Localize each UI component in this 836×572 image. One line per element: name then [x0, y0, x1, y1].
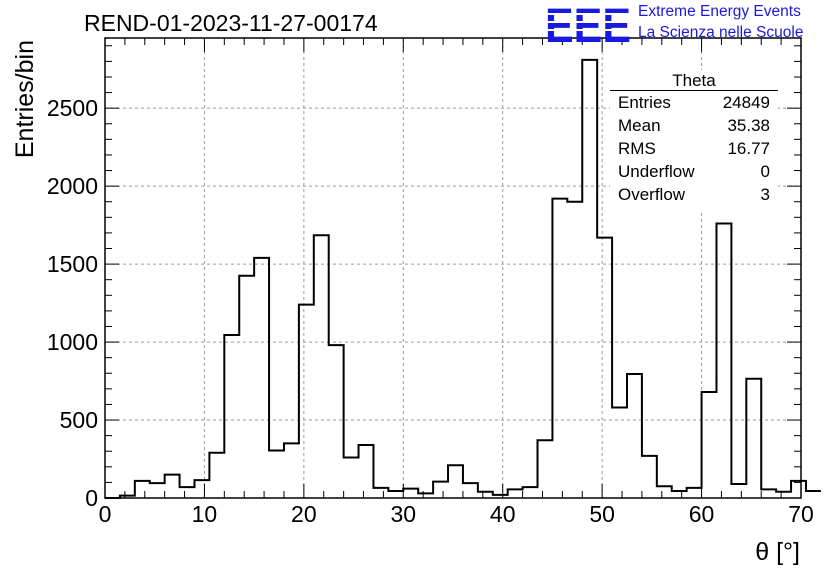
- grid-lines: [105, 38, 801, 498]
- x-tick-label: 50: [589, 501, 615, 527]
- stats-value: 16.77: [727, 139, 770, 158]
- histogram-bin: [806, 491, 821, 498]
- x-tick-label: 0: [99, 501, 112, 527]
- x-axis-label: θ [°]: [755, 538, 800, 566]
- stats-label: Mean: [618, 116, 661, 135]
- stats-title: Theta: [672, 71, 716, 90]
- stats-row-underflow: Underflow 0: [618, 162, 770, 184]
- y-axis-label: Entries/bin: [11, 40, 39, 158]
- stats-label: Overflow: [618, 185, 686, 204]
- y-tick-label: 2000: [47, 173, 98, 199]
- y-tick-label: 2500: [47, 95, 98, 121]
- eee-logo-text: EEE: [545, 2, 631, 46]
- eee-logo: EEE: [545, 2, 635, 46]
- stats-value: 0: [760, 162, 770, 181]
- stats-row-mean: Mean 35.38: [618, 116, 770, 138]
- histogram-outline: [105, 58, 821, 499]
- stats-row-entries: Entries 24849: [618, 93, 770, 115]
- stats-row-overflow: Overflow 3: [618, 185, 770, 207]
- x-tick-label: 70: [788, 501, 814, 527]
- stats-box: Theta Entries 24849 Mean 35.38 RMS 16.77…: [610, 70, 778, 210]
- x-tick-label: 30: [390, 501, 416, 527]
- stats-value: 3: [760, 185, 770, 204]
- stats-row-rms: RMS 16.77: [618, 139, 770, 161]
- y-tick-label: 500: [60, 407, 98, 433]
- y-tick-label: 0: [85, 485, 98, 511]
- stats-label: Entries: [618, 93, 671, 112]
- y-tick-label: 1000: [47, 329, 98, 355]
- y-tick-labels: 0 500 1000 1500 2000 2500: [47, 95, 98, 511]
- stats-label: RMS: [618, 139, 656, 158]
- x-tick-label: 20: [291, 501, 317, 527]
- stats-value: 24849: [722, 93, 770, 112]
- x-tick-label: 10: [192, 501, 218, 527]
- chart-title: REND-01-2023-11-27-00174: [84, 10, 378, 36]
- plot-frame: [104, 37, 802, 499]
- stats-label: Underflow: [618, 162, 695, 181]
- x-tick-label: 40: [490, 501, 516, 527]
- stats-value: 35.38: [727, 116, 770, 135]
- logo-caption-line1: Extreme Energy Events: [638, 3, 801, 20]
- logo-caption-line2: La Scienza nelle Scuole: [638, 24, 804, 41]
- x-tick-labels: 0 10 20 30 40 50 60 70: [99, 501, 814, 527]
- x-tick-label: 60: [689, 501, 715, 527]
- y-tick-label: 1500: [47, 251, 98, 277]
- stats-divider: [610, 90, 778, 91]
